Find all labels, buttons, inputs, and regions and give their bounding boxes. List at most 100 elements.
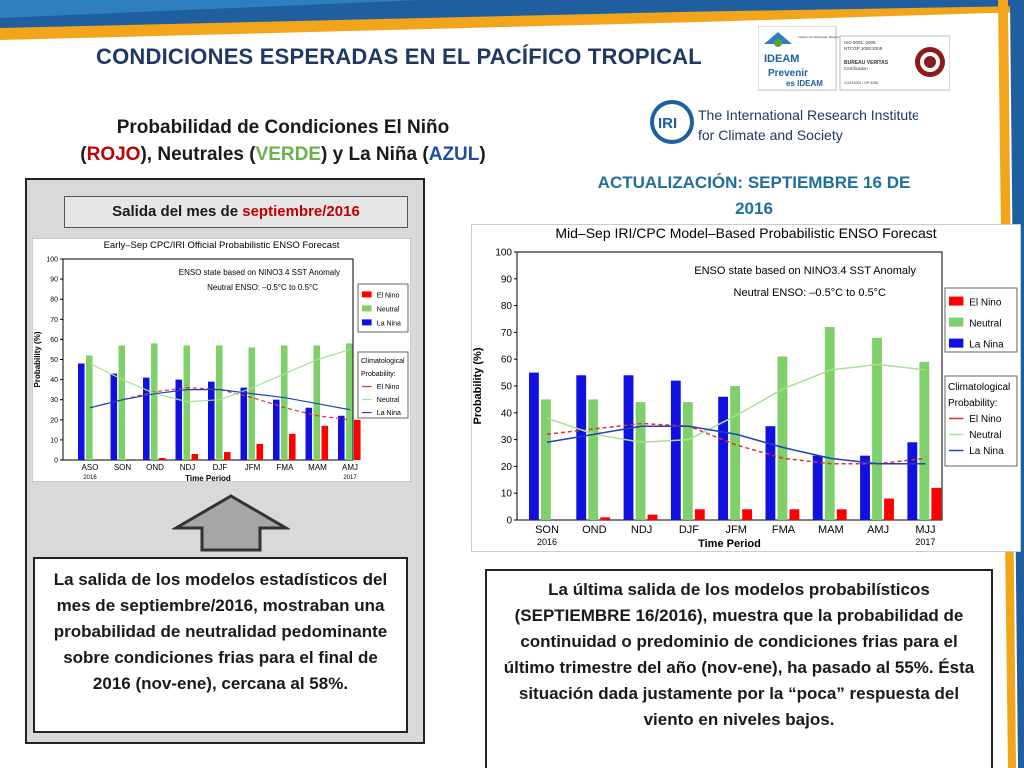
iri-line1: The International Research Institute [698,107,918,123]
chart-title: Mid–Sep IRI/CPC Model–Based Probabilisti… [555,225,936,241]
y-tick-label: 80 [50,297,58,304]
bv-line3: BUREAU VERITAS [844,60,889,66]
year-end-label: 2017 [915,537,935,547]
year-start-label: 2016 [83,475,97,481]
climatology-legend-label: La Nina [377,410,401,417]
climatology-legend-title: Probability: [361,371,396,378]
bar-el-nino [694,509,705,520]
prevenir-line1: Prevenir [768,68,808,79]
bar-neutral [86,355,93,460]
bar-la-nina [860,455,870,520]
x-tick-label: AMJ [867,524,889,536]
y-tick-label: 70 [501,328,513,339]
climatology-line-neutral [89,348,351,403]
update-label: ACTUALIZACIÓN: SEPTIEMBRE 16 DE 2016 [597,173,911,218]
bar-neutral [313,345,321,460]
bar-neutral [118,345,126,460]
y-tick-label: 10 [50,437,58,444]
x-tick-label: OND [146,463,164,472]
legend-swatch [362,291,372,298]
x-tick-label: NDJ [631,524,652,536]
bar-neutral [872,337,882,520]
ideam-logos: IDEAM Instituto de Hidrología, Meteorolo… [758,26,950,91]
climatology-legend-label: El Nino [377,384,400,391]
climatology-line-el-nino [546,422,926,465]
right-forecast-chart: Mid–Sep IRI/CPC Model–Based Probabilisti… [471,224,1021,552]
bar-la-nina [576,375,587,520]
y-tick-label: 100 [495,248,512,259]
subtitle-line1: Probabilidad de Condiciones El Niño [116,117,450,138]
year-end-label: 2017 [343,475,357,481]
subtitle-azul: AZUL [428,144,480,165]
y-tick-label: 0 [506,516,512,527]
subtitle-line2: (ROJO), Neutrales (VERDE) y La Niña (AZU… [40,141,526,168]
iri-line2: for Climate and Society [698,127,843,143]
climatology-legend-title: Climatological [948,382,1010,393]
y-tick-label: 10 [501,489,513,500]
ideam-wordmark: IDEAM [764,53,799,65]
x-tick-label: DJF [679,524,699,536]
bar-la-nina [273,399,280,460]
bar-neutral [824,327,835,520]
y-tick-label: 50 [501,382,513,393]
chart-subtitle: Probabilidad de Condiciones El Niño (ROJ… [40,114,526,168]
slide-title: CONDICIONES ESPERADAS EN EL PACÍFICO TRO… [96,44,702,69]
iri-mark: IRI [658,115,677,132]
bar-la-nina [907,442,918,520]
left-caption: Salida del mes de septiembre/2016 [64,196,408,228]
iri-logo: IRI The International Research Institute… [650,100,918,144]
bar-la-nina [623,375,634,520]
climatology-line-la-nina [89,389,351,411]
y-axis-label: Probability (%) [472,347,484,424]
bar-neutral [730,386,741,520]
bar-la-nina [765,426,776,520]
x-tick-label: ASO [82,463,99,472]
x-tick-label: OND [582,524,607,536]
subtitle-verde: VERDE [255,144,322,165]
bar-la-nina [208,381,215,460]
bar-neutral [216,345,223,460]
subtitle-part: ( [80,144,87,165]
y-tick-label: 30 [50,397,58,404]
legend-label: Neutral [377,306,400,313]
prevenir-line2: es IDEAM [786,79,823,88]
legend-swatch [949,317,964,327]
y-tick-label: 20 [501,462,513,473]
climatology-legend-label: Neutral [969,430,1001,441]
chart-note-line2: Neutral ENSO: –0.5°C to 0.5°C [734,287,887,299]
y-tick-label: 80 [501,301,513,312]
x-tick-label: FMA [772,524,796,536]
bar-la-nina [240,387,248,460]
bar-la-nina [529,372,539,520]
ideam-eye-icon [764,32,792,47]
x-tick-label: SON [114,463,132,472]
bar-el-nino [884,498,894,520]
bar-la-nina [718,396,729,520]
chart-note-line2: Neutral ENSO: –0.5°C to 0.5°C [207,283,318,292]
bar-el-nino [931,487,942,520]
y-axis-label: Probability (%) [33,331,42,387]
x-tick-label: MAM [308,463,327,472]
bv-line1: ISO 9001: 2008 [844,40,876,45]
y-tick-label: 40 [50,377,58,384]
bar-neutral [183,345,191,460]
left-caption-prefix: Salida del mes de [112,203,243,220]
bar-el-nino [159,457,166,460]
bar-neutral [541,399,551,520]
bar-el-nino [647,514,658,520]
right-explanation: La última salida de los modelos probabil… [485,569,993,768]
climatology-line-neutral [546,363,926,444]
bar-el-nino [742,509,753,520]
subtitle-part: ) [479,144,486,165]
x-tick-label: SON [535,524,559,536]
chart-background [471,224,1021,552]
bar-la-nina [175,379,183,460]
legend-swatch [949,296,964,306]
bar-el-nino [321,425,329,460]
y-tick-label: 60 [501,355,513,366]
bar-el-nino [289,433,296,460]
bar-la-nina [110,373,118,460]
bar-la-nina [812,455,823,520]
top-decoration [0,0,1024,40]
y-tick-label: 100 [46,256,58,263]
